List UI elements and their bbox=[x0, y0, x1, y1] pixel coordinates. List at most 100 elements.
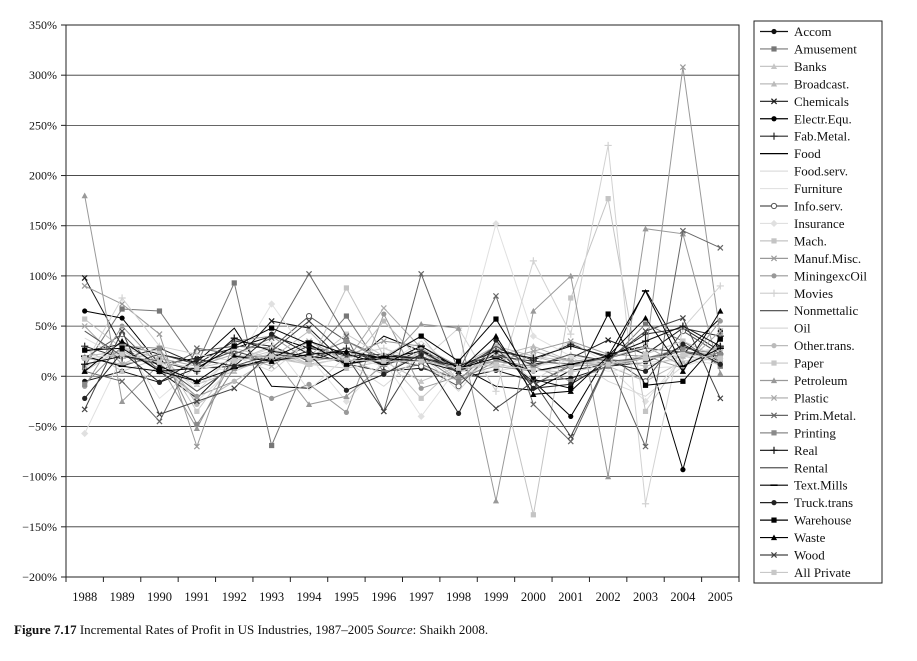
data-point-marker bbox=[118, 294, 126, 302]
data-point-marker bbox=[418, 348, 425, 355]
data-point-marker bbox=[642, 314, 649, 321]
data-point-marker bbox=[642, 351, 649, 357]
legend-item: Food.serv. bbox=[760, 164, 848, 179]
data-point-marker bbox=[642, 355, 649, 361]
data-point-marker bbox=[418, 358, 424, 364]
legend-item: MiningexcOil bbox=[760, 268, 867, 283]
data-point-marker bbox=[680, 351, 686, 357]
legend-item: Real bbox=[760, 443, 818, 458]
legend-label: Real bbox=[794, 443, 818, 458]
legend-label: Furniture bbox=[794, 181, 843, 196]
legend-item: Mach. bbox=[760, 233, 827, 248]
data-point-marker bbox=[771, 569, 777, 576]
series-line bbox=[84, 353, 721, 373]
data-point-marker bbox=[81, 368, 88, 374]
source-text: : Shaikh 2008. bbox=[412, 622, 489, 637]
y-tick-label: 200% bbox=[29, 169, 57, 183]
data-point-marker bbox=[605, 311, 611, 317]
data-point-marker bbox=[231, 363, 237, 369]
data-point-marker bbox=[771, 430, 777, 436]
data-point-marker bbox=[680, 338, 686, 344]
legend-item: Text.Mills bbox=[760, 478, 848, 493]
series-line bbox=[84, 333, 721, 415]
series-line bbox=[84, 317, 721, 438]
data-point-marker bbox=[118, 368, 126, 374]
data-point-marker bbox=[679, 322, 687, 330]
legend-item: Info.serv. bbox=[760, 199, 843, 214]
x-tick-label: 2003 bbox=[633, 590, 658, 604]
data-point-marker bbox=[605, 196, 611, 202]
data-point-marker bbox=[770, 534, 778, 541]
data-point-marker bbox=[231, 343, 237, 349]
legend-label: Petroleum bbox=[794, 373, 847, 388]
y-tick-label: 350% bbox=[29, 18, 57, 32]
data-point-marker bbox=[343, 333, 350, 340]
data-point-marker bbox=[568, 369, 574, 375]
legend-label: Rental bbox=[794, 460, 828, 475]
data-point-marker bbox=[642, 363, 649, 369]
data-point-marker bbox=[641, 337, 650, 345]
data-point-marker bbox=[530, 401, 537, 408]
data-point-marker bbox=[770, 219, 778, 228]
data-point-marker bbox=[568, 295, 574, 301]
data-point-marker bbox=[343, 357, 350, 363]
data-point-marker bbox=[605, 473, 612, 480]
data-point-marker bbox=[529, 257, 537, 265]
legend-item: Banks bbox=[760, 59, 827, 74]
data-point-marker bbox=[269, 325, 275, 331]
data-point-marker bbox=[81, 429, 89, 438]
data-point-marker bbox=[380, 408, 387, 415]
x-tick-label: 2005 bbox=[708, 590, 733, 604]
data-point-marker bbox=[231, 385, 238, 392]
x-tick-label: 2001 bbox=[558, 590, 583, 604]
legend-label: Text.Mills bbox=[794, 478, 848, 493]
data-point-marker bbox=[641, 500, 650, 508]
data-point-marker bbox=[82, 316, 88, 322]
x-tick-label: 2000 bbox=[521, 590, 546, 604]
data-point-marker bbox=[717, 370, 724, 376]
x-tick-label: 1991 bbox=[184, 590, 209, 604]
data-point-marker bbox=[119, 323, 125, 329]
data-point-marker bbox=[493, 361, 499, 367]
data-point-marker bbox=[492, 497, 500, 504]
legend-item: Chemicals bbox=[760, 94, 849, 109]
data-point-marker bbox=[156, 331, 163, 338]
data-point-marker bbox=[770, 377, 778, 384]
data-point-marker bbox=[717, 336, 723, 342]
data-point-marker bbox=[679, 368, 687, 374]
legend-label: Truck.trans bbox=[794, 495, 853, 510]
legend-label: Wood bbox=[794, 548, 825, 563]
data-point-marker bbox=[230, 334, 238, 342]
data-point-marker bbox=[771, 116, 777, 122]
x-tick-label: 1998 bbox=[446, 590, 471, 604]
y-tick-label: −100% bbox=[22, 470, 57, 484]
series-line bbox=[84, 325, 721, 372]
legend-label: Prim.Metal. bbox=[794, 408, 856, 423]
x-tick-label: 1989 bbox=[110, 590, 135, 604]
data-point-marker bbox=[268, 335, 275, 342]
series-all-private bbox=[82, 351, 723, 375]
data-point-marker bbox=[770, 80, 778, 87]
data-point-marker bbox=[770, 412, 778, 419]
y-tick-label: 300% bbox=[29, 68, 57, 82]
data-point-marker bbox=[82, 355, 88, 361]
data-point-marker bbox=[492, 405, 499, 412]
data-point-marker bbox=[156, 379, 163, 385]
plot-area bbox=[65, 24, 740, 578]
series-line bbox=[84, 195, 721, 501]
data-point-marker bbox=[642, 368, 649, 374]
data-point-marker bbox=[81, 192, 88, 199]
legend-label: Oil bbox=[794, 321, 811, 336]
series-lines bbox=[81, 64, 724, 518]
x-tick-label: 1990 bbox=[147, 590, 172, 604]
data-point-marker bbox=[492, 292, 499, 300]
legend-label: Banks bbox=[794, 59, 827, 74]
legend-item: Waste bbox=[760, 530, 826, 545]
data-point-marker bbox=[716, 282, 724, 290]
data-point-marker bbox=[770, 394, 778, 401]
data-point-marker bbox=[605, 353, 612, 359]
data-point-marker bbox=[381, 318, 387, 324]
data-point-marker bbox=[717, 355, 723, 361]
data-point-marker bbox=[268, 348, 275, 355]
data-point-marker bbox=[119, 300, 126, 308]
